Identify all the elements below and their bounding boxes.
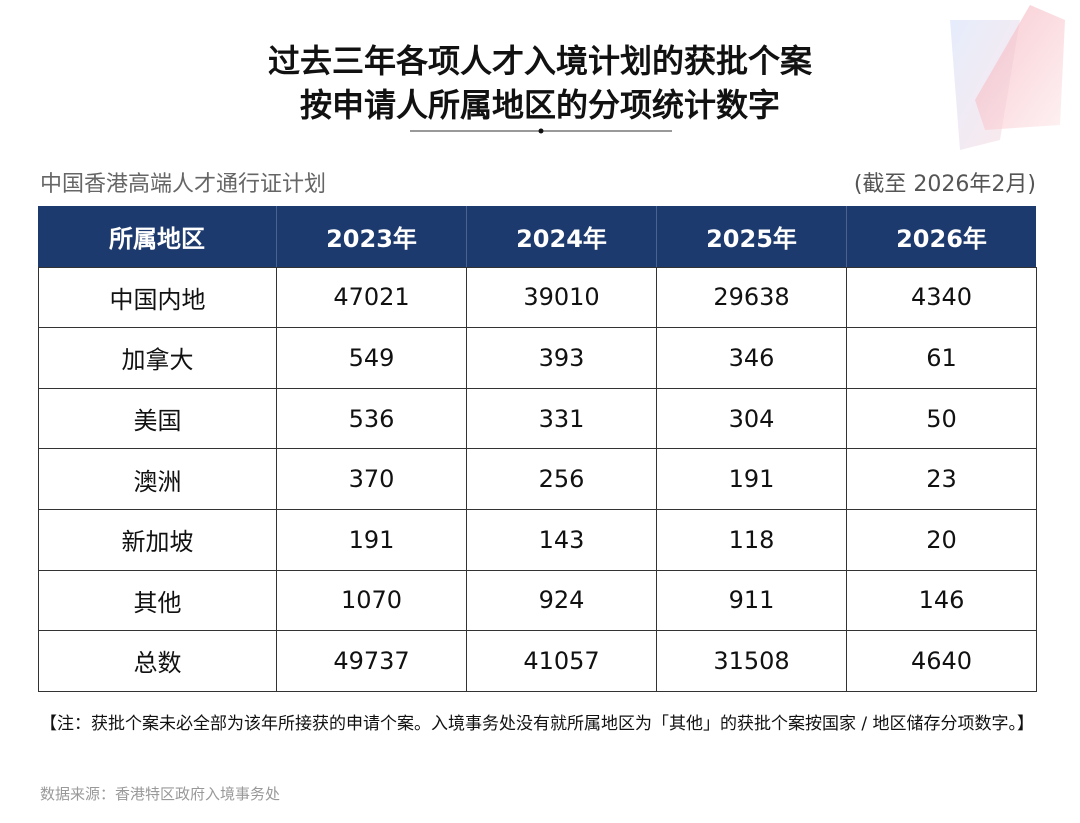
value-cell: 536 (276, 387, 467, 450)
region-cell: 中国内地 (38, 266, 277, 329)
value-cell: 256 (466, 448, 657, 510)
region-cell: 新加坡 (38, 509, 277, 571)
region-cell: 其他 (38, 569, 277, 632)
value-cell: 911 (656, 569, 847, 632)
value-cell: 61 (846, 327, 1037, 389)
source: 数据来源：香港特区政府入境事务处 (40, 785, 281, 803)
region-cell: 总数 (38, 630, 277, 692)
divider (410, 128, 672, 134)
value-cell: 4640 (846, 630, 1037, 692)
value-cell: 1070 (276, 569, 467, 632)
value-cell: 41057 (466, 630, 657, 692)
title-line: 过去三年各项人才入境计划的获批个案 (267, 42, 812, 80)
value-cell: 304 (656, 387, 847, 450)
value-cell: 370 (276, 448, 467, 510)
value-cell: 924 (466, 569, 657, 632)
value-cell: 31508 (656, 630, 847, 692)
value-cell: 4340 (846, 266, 1037, 329)
header-cell: 所属地区 (38, 206, 276, 267)
value-cell: 146 (846, 569, 1037, 632)
header-cell: 2026年 (846, 206, 1036, 267)
value-cell: 191 (276, 509, 467, 571)
value-cell: 346 (656, 327, 847, 389)
value-cell: 331 (466, 387, 657, 450)
value-cell: 50 (846, 387, 1037, 450)
region-cell: 澳洲 (38, 448, 277, 510)
value-cell: 20 (846, 509, 1037, 571)
value-cell: 39010 (466, 266, 657, 329)
header-cell: 2025年 (656, 206, 846, 267)
region-cell: 美国 (38, 387, 277, 450)
subtitle: 中国香港高端人才通行证计划 (40, 172, 327, 197)
value-cell: 23 (846, 448, 1037, 510)
header-cell: 2023年 (276, 206, 466, 267)
value-cell: 549 (276, 327, 467, 389)
value-cell: 47021 (276, 266, 467, 329)
header-cell: 2024年 (466, 206, 656, 267)
value-cell: 49737 (276, 630, 467, 692)
value-cell: 191 (656, 448, 847, 510)
title-line: 按申请人所属地区的分项统计数字 (299, 86, 780, 124)
as-of: (截至 2026年2月) (853, 172, 1036, 197)
decoration (950, 5, 1065, 150)
value-cell: 118 (656, 509, 847, 571)
value-cell: 393 (466, 327, 657, 389)
note: 【注：获批个案未必全部为该年所接获的申请个案。入境事务处没有就所属地区为「其他」… (40, 714, 1035, 734)
region-cell: 加拿大 (38, 327, 277, 389)
value-cell: 29638 (656, 266, 847, 329)
value-cell: 143 (466, 509, 657, 571)
